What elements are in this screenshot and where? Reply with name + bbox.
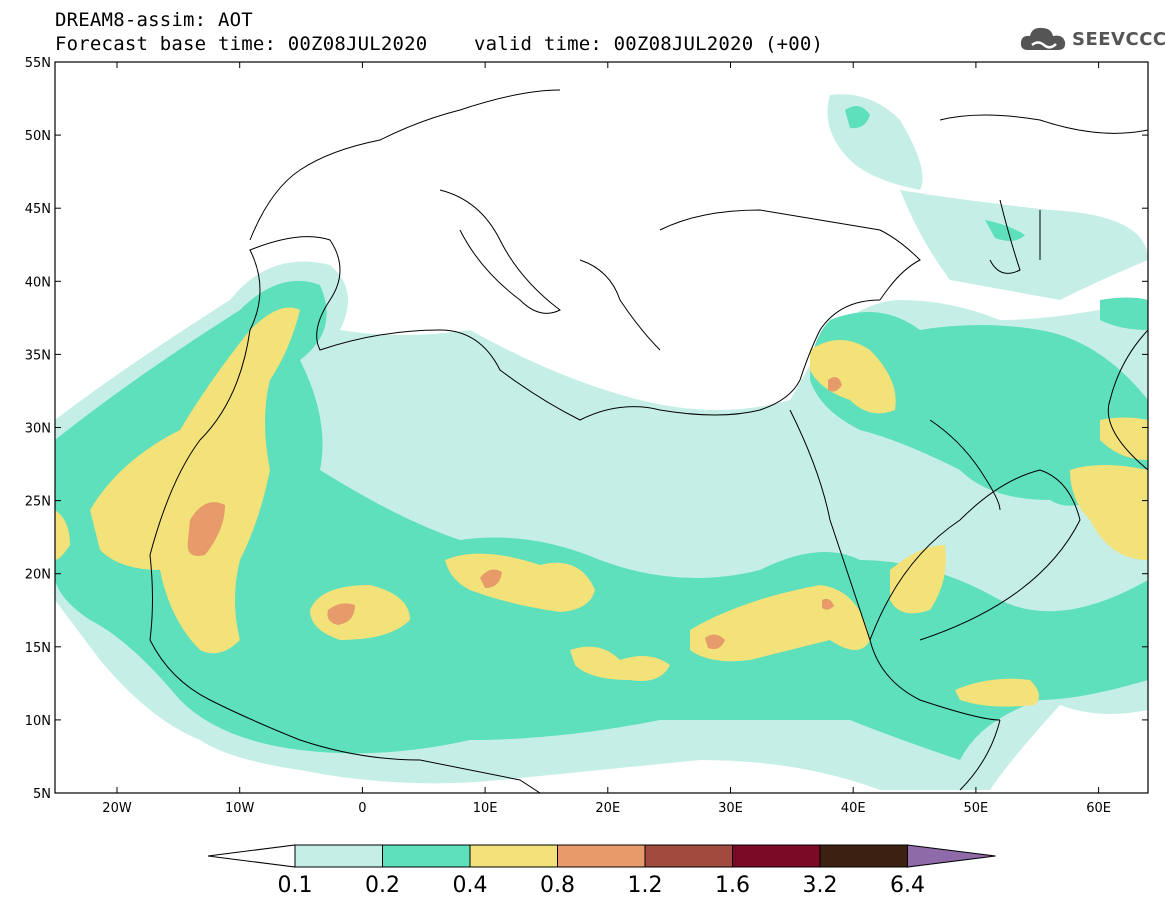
map-title: DREAM8-assim: AOT [55, 9, 253, 31]
colorbar-segment [732, 844, 821, 868]
colorbar-tick-label: 1.2 [627, 873, 663, 898]
logo-text: SEEVCCC [1072, 29, 1165, 50]
colorbar-tick-label: 0.8 [540, 873, 575, 898]
colorbar-segment [819, 844, 908, 868]
lat-label: 25N [25, 495, 51, 510]
colorbar-segment [469, 844, 558, 868]
lat-label: 20N [25, 568, 51, 583]
colorbar-segment [644, 844, 733, 868]
colorbar-tick-label: 0.2 [365, 873, 400, 898]
colorbar-over-arrow [907, 844, 996, 868]
forecast-time-line: Forecast base time: 00Z08JUL2020 valid t… [55, 33, 824, 55]
colorbar-tick-label: 0.4 [452, 873, 488, 898]
latitude-labels: 55N 50N 45N 40N 35N 30N 25N 20N 15N 10N 5N [25, 56, 1148, 802]
lat-label: 55N [25, 56, 51, 71]
lat-label: 45N [25, 202, 51, 217]
lat-label: 35N [25, 348, 51, 363]
lat-label: 50N [25, 129, 51, 144]
colorbar-segment [294, 844, 383, 868]
lat-label: 30N [25, 422, 51, 437]
colorbar-tick-label: 1.6 [715, 873, 750, 898]
colorbar-under-arrow [207, 844, 296, 868]
seevccc-logo: SEEVCCC [1018, 22, 1165, 58]
lat-label: 10N [25, 714, 51, 729]
lon-label: 10W [225, 801, 255, 816]
lon-label: 20W [102, 801, 132, 816]
lat-label: 40N [25, 275, 51, 290]
lon-label: 30E [718, 801, 743, 816]
lon-label: 0 [358, 801, 366, 816]
lat-label: 15N [25, 641, 51, 656]
aot-level-0.2 [55, 106, 1148, 760]
aot-contours [55, 94, 1148, 790]
colorbar [207, 844, 996, 868]
aot-level-0.8 [187, 376, 842, 649]
coastlines [149, 89, 1148, 793]
colorbar-segment [557, 844, 646, 868]
colorbar-segment [382, 844, 471, 868]
lon-label: 60E [1086, 801, 1111, 816]
lon-label: 10E [473, 801, 498, 816]
colorbar-tick-label: 0.1 [277, 873, 313, 898]
lon-label: 20E [595, 801, 620, 816]
cloud-icon [1020, 27, 1066, 50]
longitude-labels: 20W 10W 0 10E 20E 30E 40E 50E 60E [102, 62, 1111, 816]
lat-label: 5N [33, 787, 51, 802]
lon-label: 50E [964, 801, 989, 816]
colorbar-tick-label: 3.2 [802, 873, 838, 898]
lon-label: 40E [841, 801, 866, 816]
colorbar-tick-label: 6.4 [890, 873, 925, 898]
